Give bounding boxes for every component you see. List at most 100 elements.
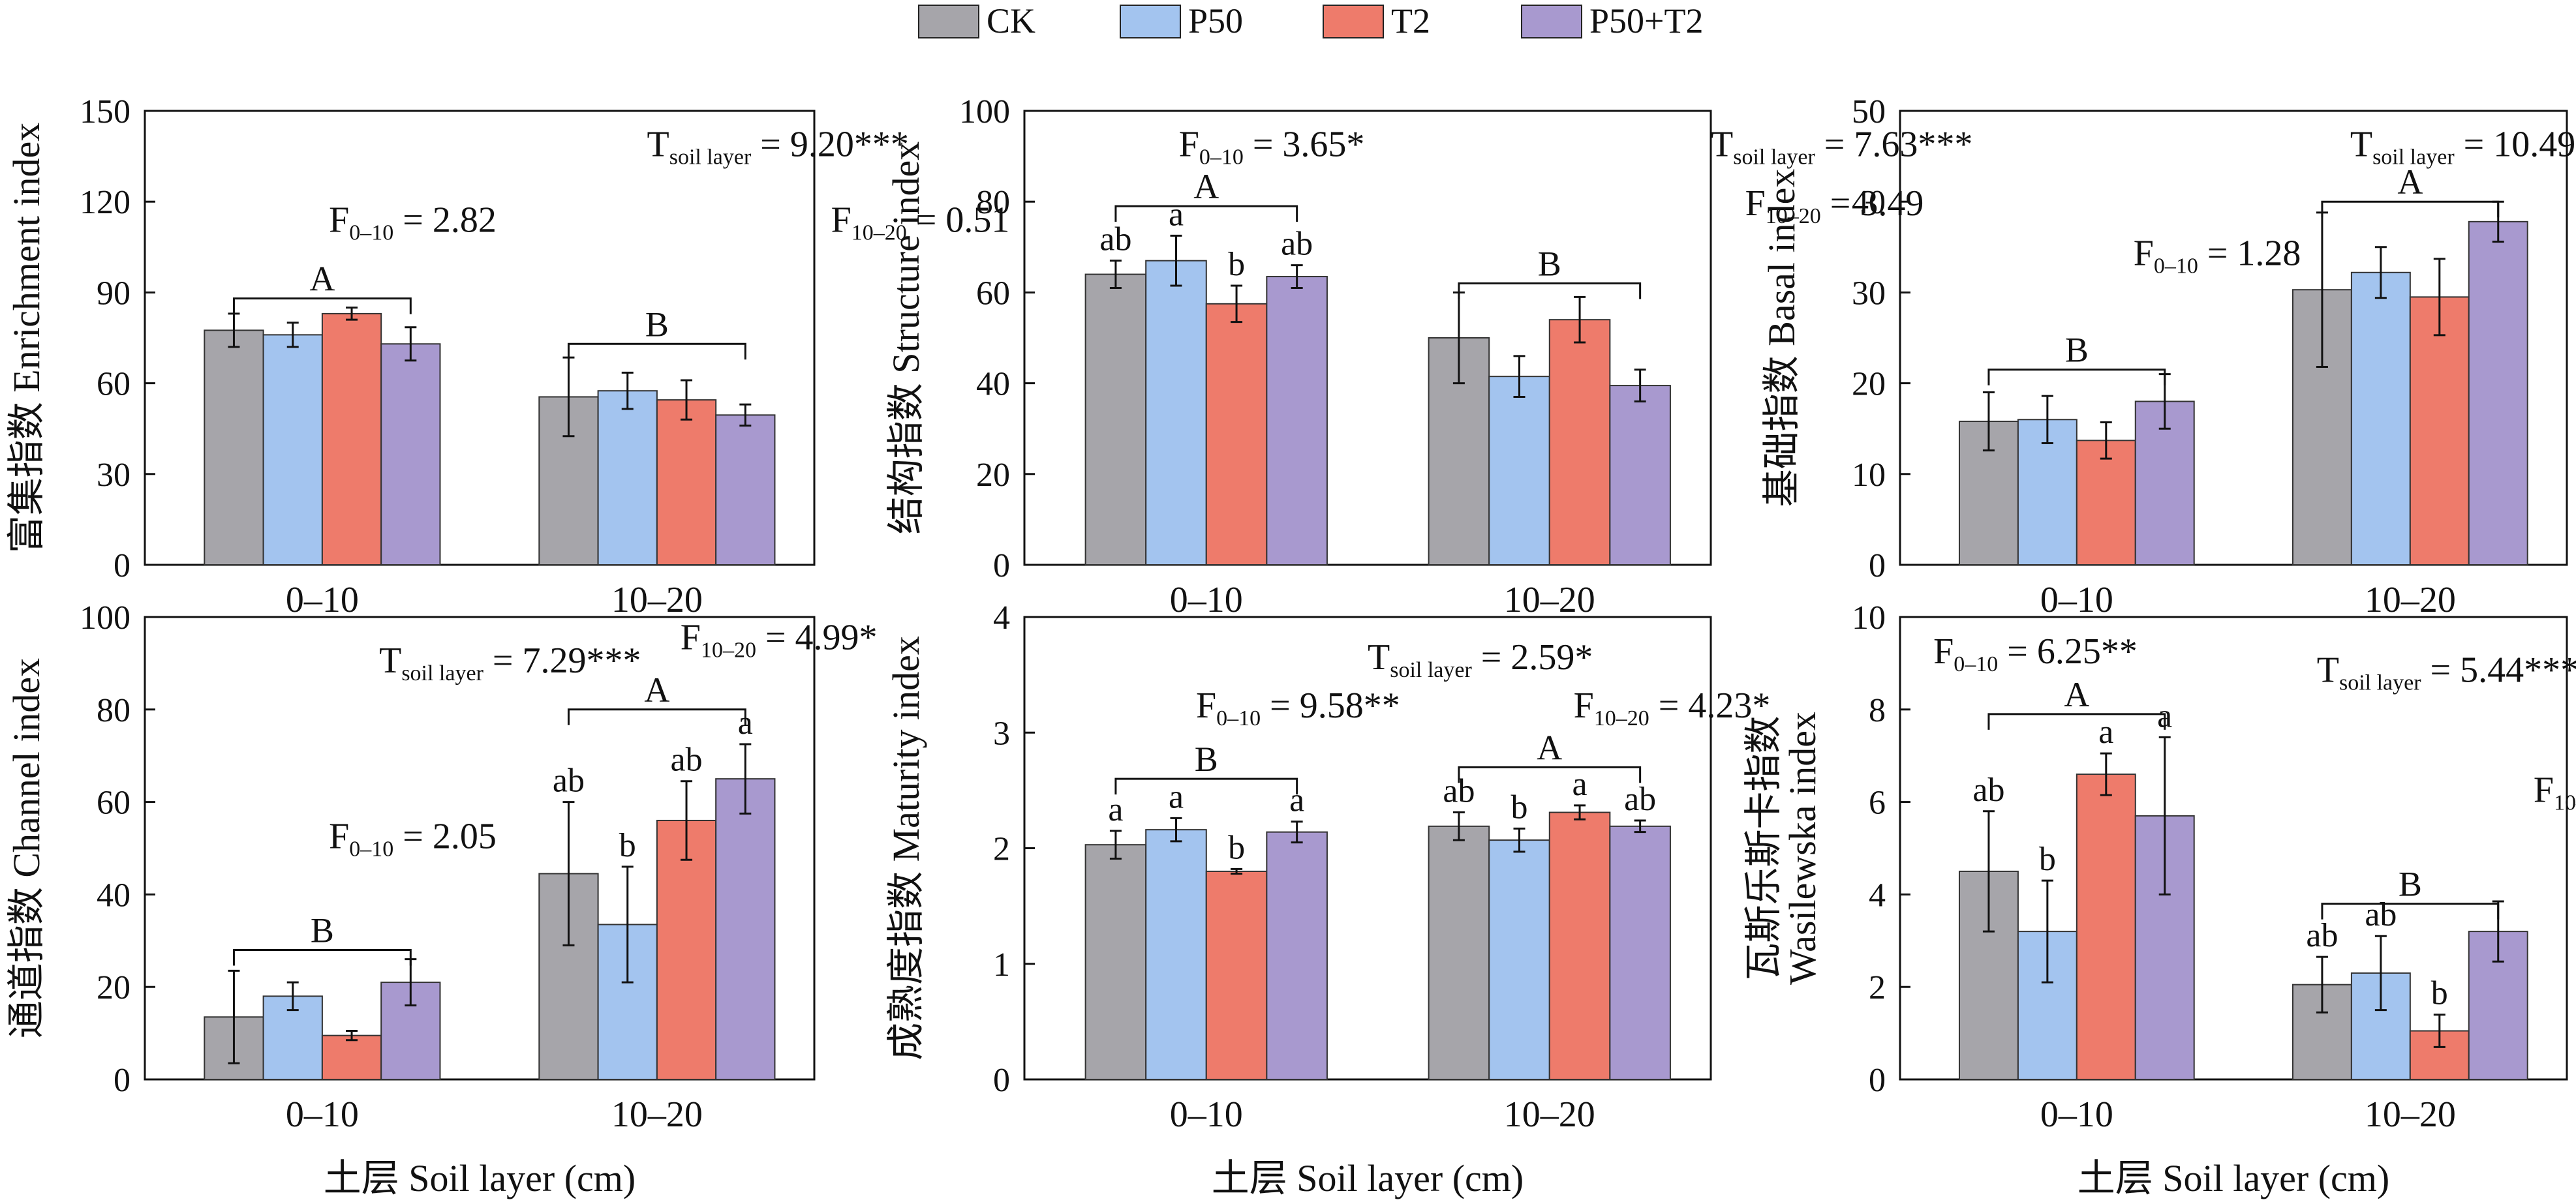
group-bracket <box>232 297 412 314</box>
group-bracket <box>1987 369 2166 385</box>
y-tick-label: 2 <box>993 831 1010 868</box>
y-tick-label: 0 <box>1869 1062 1886 1099</box>
y-tick-label: 30 <box>97 457 130 494</box>
bar-p50-10-20 <box>2350 271 2411 565</box>
bar-ck-0-10 <box>204 329 264 565</box>
group-letter: B <box>2065 331 2089 370</box>
group-letter: B <box>645 305 669 344</box>
y-tick-label: 10 <box>1852 599 1886 637</box>
bar-p50-t2-10-20 <box>2468 931 2528 1080</box>
significance-letter: ab <box>2365 896 2397 933</box>
y-tick-label: 80 <box>97 692 130 729</box>
y-tick-label: 90 <box>97 275 130 312</box>
y-tick-label: 2 <box>1869 969 1886 1006</box>
bar-p50-t2-0-10 <box>380 343 441 566</box>
y-axis-label: 成熟度指数 Maturity index <box>885 636 927 1061</box>
y-tick-label: 10 <box>1852 457 1886 494</box>
bar-t2-0-10 <box>1205 303 1268 565</box>
stat-annotation-f-10-20: F10–20 = 3.49 <box>1745 183 1924 228</box>
bar-t2-0-10 <box>2076 440 2136 566</box>
group-bracket <box>1114 777 1298 795</box>
panel-1: 0 30 60 90 120 150 富集指数 Enrichment index 0–10 A 1… <box>5 93 1009 620</box>
group-letter: A <box>2064 675 2089 714</box>
bar-t2-0-10 <box>1205 870 1268 1080</box>
y-tick-label: 20 <box>976 457 1010 494</box>
y-tick-label: 0 <box>993 1062 1010 1099</box>
plot-frame <box>1899 110 2568 566</box>
legend-label-ck: CK <box>987 1 1035 40</box>
x-tick-label: 0–10 <box>2040 1094 2113 1135</box>
stat-annotation-f-10-20: F10–20 = 4.88* <box>2534 770 2576 815</box>
stat-annotation-t-soil-layer: Tsoil layer = 7.63*** <box>1711 125 1972 170</box>
bar-t2-10-20 <box>1548 811 1611 1080</box>
y-tick-label: 1 <box>993 946 1010 984</box>
plot-frame <box>144 616 816 1081</box>
y-tick-label: 20 <box>97 969 130 1006</box>
bar-p50-t2-10-20 <box>1609 385 1671 566</box>
significance-letter: a <box>1108 791 1123 828</box>
legend-label-p50: P50 <box>1188 1 1243 40</box>
y-tick-label: 100 <box>959 93 1010 130</box>
stat-annotation-f-10-20: F10–20 = 4.99* <box>681 618 878 663</box>
y-tick-label: 3 <box>993 715 1010 752</box>
bar-t2-0-10 <box>321 1034 382 1081</box>
legend-swatch-t2 <box>1323 5 1384 38</box>
group-letter: A <box>1193 167 1219 206</box>
stat-annotation-f-10-20: F10–20 = 0.51 <box>831 200 1010 245</box>
plot-frame <box>1023 110 1712 566</box>
y-tick-label: 30 <box>1852 275 1886 312</box>
legend-swatch-p50 <box>1120 5 1181 38</box>
bar-t2-10-20 <box>1548 319 1611 565</box>
bar-p50-0-10 <box>262 995 323 1081</box>
y-axis-label: 瓦斯乐斯卡指数 <box>1742 715 1785 980</box>
x-tick-label: 10–20 <box>611 580 703 620</box>
x-axis-label: 土层 Soil layer (cm) <box>2078 1157 2389 1199</box>
bar-p50-t2-0-10 <box>1266 831 1328 1081</box>
x-tick-label: 10–20 <box>611 1094 703 1135</box>
significance-letter: b <box>619 827 636 864</box>
group-letter: B <box>1538 244 1561 283</box>
x-tick-label: 0–10 <box>286 580 359 620</box>
group-letter: A <box>1537 728 1562 767</box>
legend-swatch-p50-t2 <box>1521 5 1582 38</box>
y-tick-label: 100 <box>80 599 130 637</box>
stat-annotation-f-10-20: F10–20 = 4.23* <box>1574 685 1771 730</box>
y-tick-label: 4 <box>993 599 1010 637</box>
x-tick-label: 10–20 <box>1504 580 1595 620</box>
significance-letter: ab <box>553 762 585 800</box>
significance-letter: ab <box>1624 781 1656 818</box>
group-bracket <box>1458 766 1642 783</box>
y-axis-label: 基础指数 Basal index <box>1760 169 1803 507</box>
bar-p50-10-20 <box>1488 839 1550 1081</box>
panel-3: 0 10 20 30 40 50 基础指数 Basal index 0–10 B 10–20 ATs… <box>1760 93 2576 620</box>
significance-letter: ab <box>670 742 702 779</box>
y-axis-label: 通道指数 Channel index <box>5 658 48 1038</box>
y-tick-label: 60 <box>976 275 1010 312</box>
x-axis-label: 土层 Soil layer (cm) <box>324 1157 636 1199</box>
y-tick-label: 40 <box>1852 184 1886 221</box>
stat-annotation-t-soil-layer: Tsoil layer = 5.44*** <box>2317 650 2576 695</box>
group-bracket <box>1987 713 2166 730</box>
bar-p50-10-20 <box>1488 376 1550 565</box>
plot-frame <box>1899 616 2568 1081</box>
y-axis-label: 结构指数 Structure index <box>885 142 927 534</box>
bar-p50-t2-10-20 <box>1609 825 1671 1080</box>
x-tick-label: 0–10 <box>286 1094 359 1135</box>
y-tick-label: 60 <box>97 785 130 822</box>
stat-annotation-f-0-10: F0–10 = 1.28 <box>2134 233 2301 278</box>
x-axis-label: 土层 Soil layer (cm) <box>1212 1157 1524 1199</box>
bar-ck-10-20 <box>1428 825 1490 1080</box>
y-tick-label: 20 <box>1852 366 1886 403</box>
y-tick-label: 0 <box>993 547 1010 584</box>
x-tick-label: 10–20 <box>2365 1094 2456 1135</box>
y-tick-label: 50 <box>1852 93 1886 130</box>
significance-letter: a <box>1169 778 1184 815</box>
bar-t2-10-20 <box>656 399 717 565</box>
x-tick-label: 0–10 <box>2040 580 2113 620</box>
x-tick-label: 10–20 <box>2365 580 2456 620</box>
